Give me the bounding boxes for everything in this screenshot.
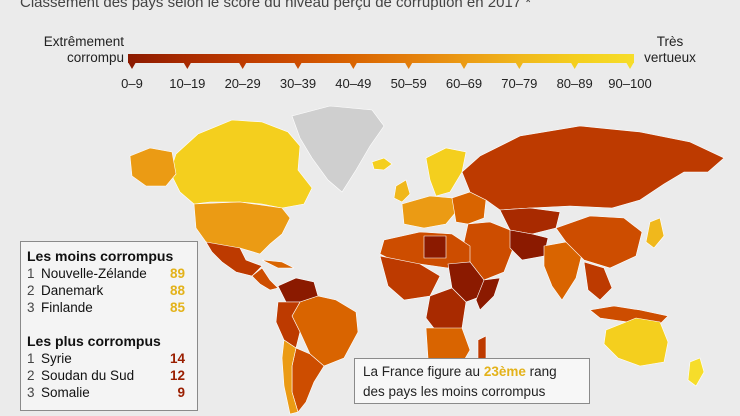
rank-number: 3 bbox=[27, 300, 35, 315]
country-name: Somalie bbox=[41, 385, 90, 400]
country-iceland bbox=[371, 157, 393, 171]
country-australia bbox=[603, 317, 669, 367]
country-caribbean bbox=[261, 259, 295, 269]
country-score: 12 bbox=[169, 368, 185, 383]
country-russia bbox=[461, 125, 725, 211]
most-corrupt-title: Les plus corrompus bbox=[27, 333, 161, 349]
country-usa bbox=[193, 201, 291, 255]
legend-min-label: Extrêmement corrompu bbox=[18, 34, 124, 66]
least-corrupt-item: 1 Nouvelle-Zélande 89 bbox=[27, 266, 189, 282]
scale-bin-label: 20–29 bbox=[224, 76, 261, 91]
country-score: 89 bbox=[169, 266, 185, 281]
most-corrupt-item: 2 Soudan du Sud 12 bbox=[27, 368, 189, 384]
france-note-line1: La France figure au 23ème rang bbox=[363, 362, 581, 382]
color-scale-labels: 0–9 10–19 20–29 30–39 40–49 50–59 60–69 70–79 80… bbox=[100, 76, 660, 94]
rank-number: 1 bbox=[27, 266, 35, 281]
least-corrupt-item: 3 Finlande 85 bbox=[27, 300, 189, 316]
scale-bin-label: 10–19 bbox=[169, 76, 206, 91]
legend-max-line2: vertueux bbox=[644, 50, 696, 65]
france-note-suffix: rang bbox=[525, 364, 557, 379]
france-rank-highlight: 23ème bbox=[483, 364, 526, 379]
scale-tick-marker bbox=[239, 63, 247, 69]
least-corrupt-title: Les moins corrompus bbox=[27, 248, 174, 264]
legend-max-line1: Très bbox=[656, 34, 684, 49]
country-score: 88 bbox=[169, 283, 185, 298]
country-score: 85 bbox=[169, 300, 185, 315]
country-southeast-asia bbox=[583, 261, 613, 301]
rank-number: 1 bbox=[27, 351, 35, 366]
country-peru bbox=[275, 301, 301, 349]
scale-bin-label: 70–79 bbox=[501, 76, 538, 91]
france-note-prefix: La France figure au bbox=[363, 364, 484, 379]
country-name: Soudan du Sud bbox=[41, 368, 135, 383]
country-libya bbox=[423, 235, 447, 259]
country-somalia bbox=[475, 277, 501, 311]
rank-number: 3 bbox=[27, 385, 35, 400]
scale-tick-marker bbox=[349, 63, 357, 69]
ranking-panel: Les moins corrompus 1 Nouvelle-Zélande 8… bbox=[20, 241, 198, 411]
scale-bin-label: 30–39 bbox=[279, 76, 317, 91]
legend-min-line2: corrompu bbox=[66, 50, 124, 65]
most-corrupt-item: 3 Somalie 9 bbox=[27, 385, 189, 401]
scale-tick-marker bbox=[515, 63, 523, 69]
country-name: Finlande bbox=[41, 300, 93, 315]
country-scandinavia bbox=[425, 147, 467, 197]
legend-max-label: Très vertueux bbox=[630, 34, 710, 66]
scale-tick-marker bbox=[128, 63, 136, 69]
scale-tick-marker bbox=[183, 63, 191, 69]
country-name: Nouvelle-Zélande bbox=[41, 266, 147, 281]
france-note-line2: des pays les moins corrompus bbox=[363, 384, 546, 399]
country-china bbox=[555, 215, 643, 269]
least-corrupt-item: 2 Danemark 88 bbox=[27, 283, 189, 299]
country-iran bbox=[509, 229, 549, 261]
world-map bbox=[129, 105, 725, 415]
color-scale-gradient bbox=[128, 54, 634, 63]
scale-tick-marker bbox=[571, 63, 579, 69]
country-canada bbox=[169, 119, 313, 209]
country-new-zealand bbox=[687, 357, 705, 387]
most-corrupt-item: 1 Syrie 14 bbox=[27, 351, 189, 367]
country-greenland bbox=[291, 105, 385, 193]
france-note: La France figure au 23ème rang des pays … bbox=[354, 358, 590, 404]
scale-bin-label: 40–49 bbox=[335, 76, 372, 91]
country-score: 14 bbox=[169, 351, 185, 366]
scale-bin-label: 90–100 bbox=[608, 76, 652, 91]
rank-number: 2 bbox=[27, 283, 35, 298]
country-name: Syrie bbox=[41, 351, 72, 366]
country-indonesia bbox=[589, 305, 669, 325]
scale-bin-label: 50–59 bbox=[390, 76, 427, 91]
legend-min-line1: Extrêmement bbox=[43, 34, 124, 49]
country-central-america bbox=[251, 267, 279, 291]
scale-bin-label: 80–89 bbox=[556, 76, 593, 91]
rank-number: 2 bbox=[27, 368, 35, 383]
country-alaska bbox=[129, 147, 177, 187]
chart-subtitle: Classement des pays selon le score du ni… bbox=[20, 0, 532, 11]
country-name: Danemark bbox=[41, 283, 104, 298]
country-chile bbox=[281, 339, 299, 415]
country-western-europe bbox=[401, 195, 457, 229]
country-japan bbox=[645, 217, 665, 249]
scale-bin-label: 0–9 bbox=[121, 76, 143, 91]
scale-tick-marker bbox=[405, 63, 413, 69]
scale-tick-marker bbox=[294, 63, 302, 69]
scale-tick-marker bbox=[460, 63, 468, 69]
scale-tick-marker bbox=[626, 63, 634, 69]
color-scale-bar bbox=[128, 54, 634, 69]
scale-bin-label: 60–69 bbox=[445, 76, 483, 91]
country-score: 9 bbox=[177, 385, 185, 400]
country-uk bbox=[393, 179, 411, 203]
